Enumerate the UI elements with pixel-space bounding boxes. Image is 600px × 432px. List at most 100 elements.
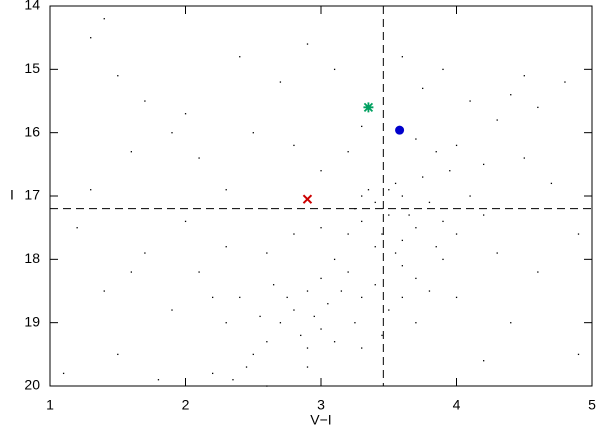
star-point <box>381 334 383 337</box>
star-point <box>510 94 512 96</box>
star-point <box>435 151 437 153</box>
star-point <box>239 56 241 58</box>
star-point <box>144 100 146 102</box>
star-point <box>401 195 403 197</box>
star-point <box>103 18 105 20</box>
star-point <box>455 144 458 147</box>
y-tick-label: 16 <box>24 123 40 139</box>
star-point <box>293 309 295 311</box>
star-point <box>266 385 268 387</box>
x-tick-label: 4 <box>453 397 461 413</box>
star-point <box>523 75 525 77</box>
star-point <box>510 322 512 324</box>
star-point <box>361 125 363 128</box>
star-point <box>401 239 403 242</box>
y-tick-label: 15 <box>24 60 40 76</box>
star-point <box>225 246 227 248</box>
star-point <box>523 157 525 159</box>
star-point <box>428 201 431 204</box>
star-point <box>320 328 322 330</box>
star-point <box>401 296 403 299</box>
star-point <box>171 132 173 134</box>
star-point <box>184 113 187 115</box>
x-tick-label: 5 <box>588 397 596 413</box>
x-tick-label: 2 <box>182 397 190 413</box>
x-axis-label: V−I <box>310 412 331 428</box>
star-point <box>577 353 580 356</box>
star-point <box>198 157 200 159</box>
star-point <box>293 233 295 235</box>
highlight-asterisk <box>363 102 374 113</box>
star-point <box>225 322 227 324</box>
star-point <box>374 284 376 286</box>
star-point <box>198 271 200 273</box>
star-point <box>537 106 539 109</box>
star-point <box>103 290 105 292</box>
star-point <box>286 296 288 299</box>
star-point <box>550 182 553 185</box>
star-point <box>442 220 444 223</box>
star-point <box>381 233 383 235</box>
star-point <box>388 189 390 191</box>
star-point <box>435 246 437 248</box>
star-point <box>374 201 376 204</box>
star-point <box>455 296 458 299</box>
star-point <box>354 322 356 324</box>
star-point <box>415 227 417 229</box>
star-point <box>171 309 173 311</box>
star-point <box>361 347 363 349</box>
star-point <box>388 214 390 216</box>
star-point <box>266 252 268 254</box>
star-point <box>564 81 566 83</box>
star-point <box>144 252 146 254</box>
star-point <box>333 68 336 71</box>
star-point <box>272 284 275 286</box>
star-point <box>306 290 309 292</box>
star-point <box>252 132 254 134</box>
star-point <box>422 87 424 90</box>
star-point <box>76 227 78 229</box>
star-point <box>340 290 343 292</box>
star-point <box>347 271 349 273</box>
star-point <box>252 353 254 356</box>
star-point <box>408 214 410 216</box>
star-point <box>232 379 234 381</box>
star-point <box>577 233 580 235</box>
x-tick-label: 3 <box>317 397 325 413</box>
star-point <box>266 208 268 210</box>
star-point <box>239 296 241 299</box>
star-point <box>259 315 261 318</box>
star-point <box>388 309 390 311</box>
star-point <box>306 366 309 368</box>
star-point <box>401 56 403 58</box>
star-point <box>212 296 214 299</box>
star-point <box>469 195 471 197</box>
y-tick-label: 19 <box>24 313 40 329</box>
star-point <box>320 170 322 172</box>
star-point <box>300 334 302 337</box>
highlight-circle <box>395 125 405 135</box>
highlight-cross <box>302 194 313 204</box>
star-point <box>313 315 315 318</box>
star-point <box>483 163 485 166</box>
star-point <box>117 353 119 356</box>
star-point <box>212 372 214 375</box>
y-tick-label: 20 <box>24 377 40 393</box>
star-point <box>90 37 92 39</box>
star-point <box>354 208 356 210</box>
star-point <box>496 252 498 254</box>
y-tick-label: 17 <box>24 187 40 203</box>
star-point <box>306 347 309 349</box>
star-point <box>469 100 471 102</box>
star-point <box>333 341 336 343</box>
star-point <box>442 68 444 71</box>
star-point <box>483 360 485 362</box>
star-point <box>130 151 132 153</box>
y-axis-label: I <box>10 187 14 203</box>
star-point <box>415 322 417 324</box>
star-point <box>449 170 451 172</box>
star-point <box>225 189 227 191</box>
star-point <box>130 271 132 273</box>
star-point <box>483 214 485 216</box>
